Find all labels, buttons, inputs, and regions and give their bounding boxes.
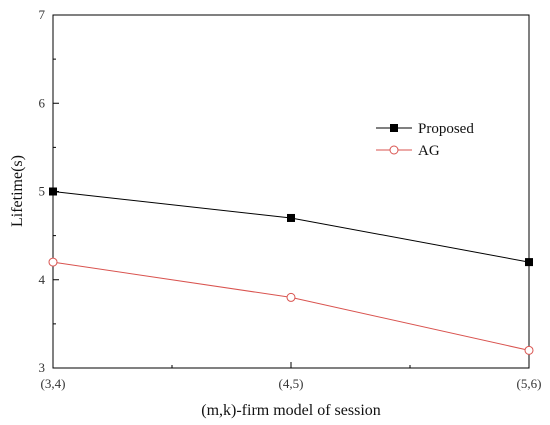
legend-marker <box>389 145 399 155</box>
x-tick-label: (3,4) <box>41 376 66 391</box>
y-tick-label: 7 <box>39 7 46 22</box>
y-tick-label: 6 <box>39 95 46 110</box>
data-point-proposed <box>49 187 57 196</box>
x-axis: (3,4) (4,5) (5,6) <box>41 362 542 391</box>
legend-marker <box>390 124 398 132</box>
plot-frame <box>52 14 530 369</box>
series-layer <box>48 187 534 355</box>
y-tick-label: 4 <box>39 272 46 287</box>
y-tick-label: 5 <box>39 184 46 199</box>
data-point-ag <box>48 257 58 267</box>
y-tick-label: 3 <box>39 360 46 375</box>
data-point-ag <box>286 292 296 302</box>
x-axis-label: (m,k)-firm model of session <box>201 402 381 419</box>
data-point-proposed <box>525 258 533 267</box>
legend: Proposed AG <box>376 121 474 159</box>
legend-label: Proposed <box>418 121 474 137</box>
x-tick-label: (4,5) <box>279 376 304 391</box>
series-line-proposed <box>52 191 530 263</box>
data-point-proposed <box>287 213 295 222</box>
x-tick-label: (5,6) <box>517 376 542 391</box>
data-point-ag <box>524 345 534 355</box>
legend-label: AG <box>418 143 440 159</box>
series-line-ag <box>52 261 530 351</box>
y-axis-label: Lifetime(s) <box>9 155 26 227</box>
